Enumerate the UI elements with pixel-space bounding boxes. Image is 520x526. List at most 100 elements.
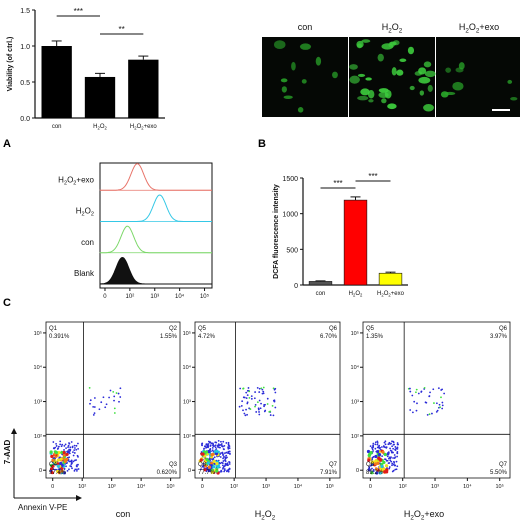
event-point [211,449,214,452]
cell [399,58,407,63]
event-point [227,441,230,444]
event-point [396,442,399,444]
event-point [59,443,62,446]
event-point [367,468,371,472]
y-tick-label: 10⁴ [34,364,43,371]
event-point [223,468,226,470]
quadrant-name: Q7 [329,462,338,468]
event-point [49,467,54,471]
x-tick-label: con [316,291,326,297]
event-point [62,450,66,455]
event-point [89,399,92,402]
event-point [217,439,220,442]
label-part: O [392,22,399,32]
event-point [396,446,399,449]
label-part: O [67,175,73,184]
event-point [223,469,226,472]
cell [381,43,394,50]
x-tick-label: 10⁵ [166,483,174,490]
event-point [76,468,78,471]
event-point [222,460,225,462]
quadrant-percent: 1.55% [160,334,178,340]
label-part: 2 [97,126,100,131]
event-point [242,396,245,399]
event-point [215,461,219,466]
event-point [201,465,204,468]
event-point [391,440,393,443]
y-tick-label: 500 [286,247,298,254]
event-point [261,388,264,391]
event-point [262,386,265,389]
event-point [226,464,229,467]
event-point [440,389,443,391]
event-point [212,465,216,469]
event-point [113,407,116,410]
event-point [239,387,242,390]
label-part: O [100,124,105,130]
quadrant-name: Q1 [49,326,58,332]
event-point [396,452,399,454]
event-point [387,452,390,454]
cell [389,41,397,46]
y-tick-label: 10² [183,434,191,440]
event-point [409,390,412,393]
label-part: 2 [465,27,469,34]
cell [357,73,366,77]
event-point [376,441,379,444]
event-point [370,471,374,475]
event-point [428,413,431,416]
series-label: con [81,238,94,247]
event-point [222,457,224,460]
event-point [68,460,71,463]
event-point [223,465,226,467]
panel-letter-b: B [258,138,266,150]
event-point [93,412,96,415]
cell [418,76,431,84]
series-curve [99,256,212,285]
event-point [390,460,393,463]
event-point [274,391,277,394]
event-point [392,457,394,459]
y-tick-label: 0 [39,468,42,474]
label-part: O [355,291,360,297]
event-point [55,445,58,447]
event-point [243,412,246,415]
event-point [376,440,379,443]
event-point [221,452,224,455]
event-point [112,390,115,393]
event-point [435,402,438,405]
event-point [389,443,391,445]
series-label: H2O2 [76,207,94,218]
event-point [395,460,398,463]
event-point [415,391,417,394]
label-part: O [85,207,91,216]
event-point [59,461,63,466]
event-point [71,467,73,470]
event-point [258,399,261,402]
event-point [258,411,260,413]
event-point [372,468,375,471]
event-point [426,414,429,416]
event-point [74,468,77,471]
event-point [65,452,69,457]
event-point [204,464,208,468]
histogram-frame [99,162,213,289]
event-point [411,411,414,414]
quadrant-name: Q6 [499,326,508,332]
cell [452,81,464,91]
event-point [248,396,251,399]
event-point [388,467,391,470]
event-point [240,405,243,407]
event-point [202,462,205,465]
label-part: 2 [476,27,480,34]
x-tick-label: 10² [230,484,238,490]
event-point [441,401,444,404]
event-point [374,467,379,471]
y-tick-label: 0.5 [20,80,30,87]
event-point [274,387,277,390]
event-point [241,400,244,403]
label-part: 2 [399,27,403,34]
cell [291,61,296,71]
